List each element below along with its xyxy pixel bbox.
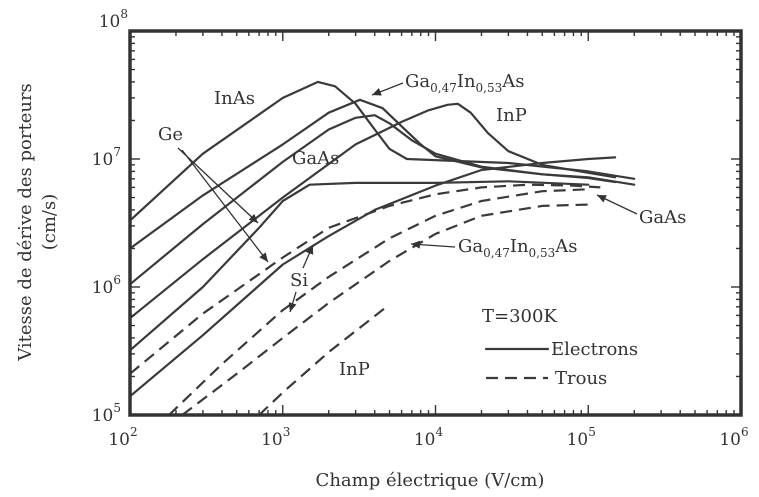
hole-curve-7 bbox=[168, 188, 589, 416]
electron-curve-2 bbox=[128, 114, 617, 286]
label-inp-electrons: InP bbox=[496, 105, 527, 126]
label-gainas-holes: Ga0,47In0,53As bbox=[458, 236, 578, 260]
y-tick-label: 107 bbox=[92, 145, 121, 170]
electron-curve-4 bbox=[128, 180, 590, 352]
label-gainas-electrons: Ga0,47In0,53As bbox=[405, 71, 525, 95]
x-tick-label: 103 bbox=[261, 425, 290, 450]
arrow-gaas-holes-head bbox=[597, 195, 607, 203]
label-inp-holes: InP bbox=[339, 359, 370, 380]
hole-curve-8 bbox=[181, 203, 589, 416]
y-axis-label-line1: Vitesse de dérive des porteurs bbox=[15, 83, 36, 362]
arrow-gainas-holes-head bbox=[411, 240, 421, 249]
arrow-ge-1 bbox=[177, 147, 259, 224]
label-inas: InAs bbox=[214, 88, 255, 109]
arrow-ge-2-head bbox=[259, 252, 268, 262]
ticks-group: 102 103 104 105 106 105 106 107 108 bbox=[92, 7, 749, 450]
legend: T=300K Electrons Trous bbox=[482, 306, 638, 389]
hole-curve-9 bbox=[258, 303, 391, 416]
hole-curve-6 bbox=[129, 183, 601, 375]
label-gaas-electrons: GaAs bbox=[292, 148, 339, 169]
legend-title: T=300K bbox=[482, 306, 557, 327]
label-si: Si bbox=[290, 270, 308, 291]
electron-curve-0 bbox=[128, 80, 636, 222]
legend-label-holes: Trous bbox=[555, 368, 607, 389]
y-tick-label: 108 bbox=[99, 7, 128, 32]
y-tick-label: 105 bbox=[92, 401, 121, 426]
y-axis-label-line2: (cm/s) bbox=[39, 194, 60, 251]
label-ge: Ge bbox=[158, 124, 183, 145]
x-tick-label: 105 bbox=[567, 425, 596, 450]
legend-label-electrons: Electrons bbox=[551, 339, 638, 360]
arrow-si-2-head bbox=[288, 302, 297, 312]
electron-curve-5 bbox=[128, 156, 617, 398]
annotation-arrows bbox=[177, 82, 638, 313]
arrow-si-1-head bbox=[305, 245, 314, 255]
x-axis-label: Champ électrique (V/cm) bbox=[316, 470, 545, 491]
x-tick-label: 104 bbox=[414, 425, 444, 450]
arrow-ge-2 bbox=[181, 149, 269, 263]
arrow-gainas-electrons-head bbox=[372, 88, 382, 96]
x-tick-label: 102 bbox=[108, 425, 137, 450]
x-tick-label: 106 bbox=[719, 425, 748, 450]
curves-group bbox=[128, 80, 636, 416]
y-tick-label: 106 bbox=[92, 273, 121, 298]
label-gaas-holes: GaAs bbox=[639, 207, 686, 228]
arrow-ge-1-head bbox=[248, 213, 258, 223]
